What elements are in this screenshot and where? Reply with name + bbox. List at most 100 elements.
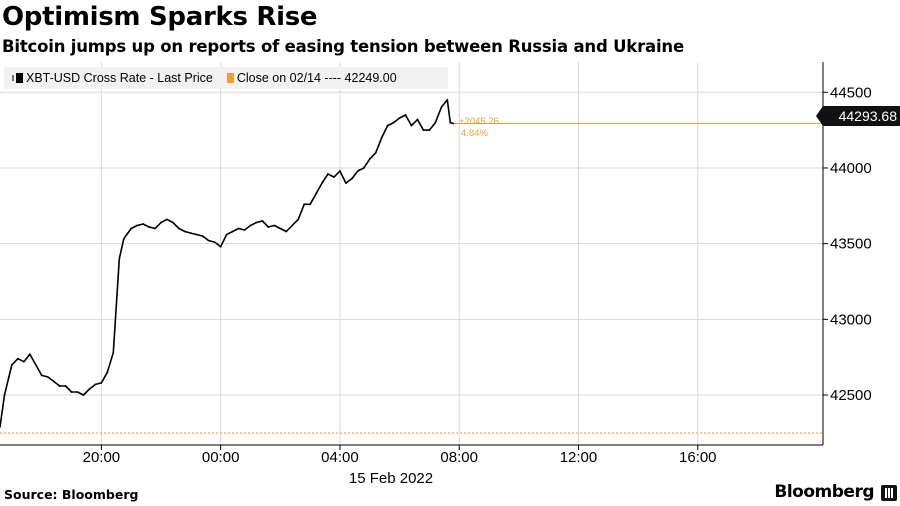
y-tick-label: 42500	[830, 387, 872, 404]
price-point	[225, 233, 228, 236]
price-point	[380, 136, 383, 139]
price-point	[386, 124, 389, 127]
chart-title: Optimism Sparks Rise	[2, 2, 318, 32]
price-point	[434, 121, 437, 124]
price-point	[178, 227, 180, 230]
price-point	[213, 241, 216, 244]
change-percent-label: 4.84%	[461, 128, 488, 139]
x-tick-label: 12:00	[560, 449, 598, 466]
black-square-swatch	[16, 73, 23, 83]
price-point	[34, 363, 37, 366]
series-layer	[0, 98, 455, 428]
price-point	[22, 360, 25, 363]
legend-item-close: Close on 02/14 ---- 42249.00	[226, 71, 397, 85]
chart-subtitle: Bitcoin jumps up on reports of easing te…	[2, 37, 684, 56]
price-point	[3, 394, 6, 396]
legend-label-price: XBT-USD Cross Rate - Last Price	[26, 71, 213, 85]
price-point	[219, 245, 222, 248]
price-point	[154, 227, 156, 230]
price-point	[362, 167, 365, 169]
legend-marker-icon	[12, 75, 14, 81]
price-point	[160, 221, 162, 224]
x-tick-label: 16:00	[679, 449, 717, 466]
price-point	[82, 394, 85, 396]
y-tick-label: 43000	[830, 311, 872, 328]
y-tick-label: 44000	[830, 160, 872, 177]
price-point	[243, 229, 246, 231]
price-point	[261, 220, 264, 222]
y-tick-label: 44500	[830, 84, 872, 101]
orange-square-swatch	[226, 73, 234, 83]
price-point	[8, 375, 10, 378]
x-tick-label: 20:00	[83, 449, 121, 466]
legend-item-price: XBT-USD Cross Rate - Last Price	[12, 71, 213, 85]
price-point	[356, 170, 359, 172]
price-point	[100, 382, 103, 384]
price-point	[94, 383, 97, 386]
price-point	[344, 182, 347, 185]
price-point	[368, 157, 371, 160]
price-point	[350, 177, 353, 180]
price-point	[112, 351, 115, 354]
price-point	[46, 375, 49, 378]
price-point	[189, 232, 192, 234]
price-point	[58, 385, 61, 387]
price-point	[321, 182, 323, 185]
price-point	[422, 129, 425, 132]
price-point	[148, 226, 150, 228]
source-note: Source: Bloomberg	[4, 487, 139, 502]
price-point	[28, 353, 31, 356]
last-price-badge: 44293.68	[816, 106, 900, 126]
price-point	[291, 224, 294, 227]
price-point	[130, 227, 133, 230]
price-point	[440, 106, 443, 109]
price-point	[285, 230, 288, 233]
price-point	[52, 380, 55, 383]
price-point	[0, 425, 1, 428]
price-point	[142, 223, 145, 225]
x-tick-label: 00:00	[202, 449, 240, 466]
price-point	[398, 117, 401, 119]
change-label: +2045.26	[459, 116, 499, 127]
price-point	[11, 363, 13, 366]
price-point	[416, 118, 419, 121]
brand-wordmark: Bloomberg	[774, 482, 874, 502]
price-point	[255, 221, 258, 224]
legend-label-close: Close on 02/14 ---- 42249.00	[236, 71, 397, 85]
legend: XBT-USD Cross Rate - Last Price Close on…	[4, 67, 448, 89]
price-point	[333, 176, 335, 178]
price-point	[16, 357, 19, 360]
x-tick-label: 04:00	[321, 449, 359, 466]
price-point	[106, 371, 109, 374]
price-point	[166, 218, 168, 221]
price-point	[404, 114, 407, 116]
price-point	[428, 129, 431, 132]
price-point	[64, 385, 67, 387]
price-point	[452, 122, 455, 125]
price-point	[76, 391, 79, 393]
x-axis-date-label: 15 Feb 2022	[349, 470, 433, 487]
x-tick-label: 08:00	[440, 449, 478, 466]
price-point	[195, 233, 198, 236]
price-point	[136, 224, 139, 227]
price-point	[267, 226, 270, 228]
price-point	[201, 235, 204, 237]
price-point	[231, 230, 234, 233]
price-point	[273, 224, 276, 227]
price-point	[172, 221, 174, 224]
price-point	[315, 192, 317, 195]
y-tick-label: 43500	[830, 236, 872, 253]
price-point	[88, 388, 91, 390]
price-point	[297, 218, 300, 221]
price-point	[374, 151, 377, 154]
price-point	[237, 227, 240, 230]
price-point	[303, 203, 306, 206]
price-series-line	[0, 99, 454, 427]
price-point	[125, 233, 128, 236]
price-point	[207, 239, 210, 242]
price-point	[249, 224, 252, 227]
price-point	[309, 203, 312, 206]
price-point	[446, 98, 449, 101]
price-point	[327, 173, 329, 175]
